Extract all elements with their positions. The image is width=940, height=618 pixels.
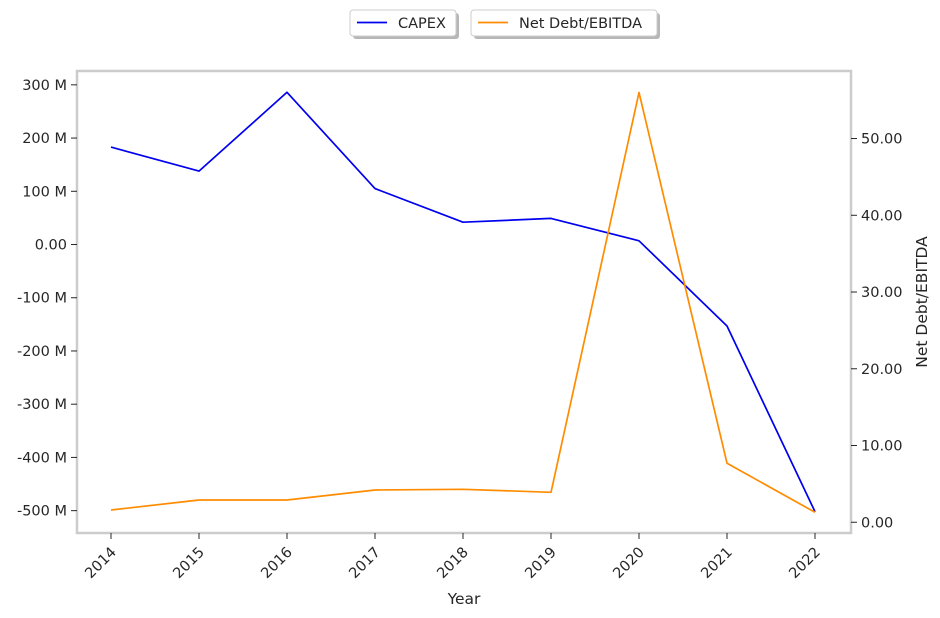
legend-entry-net-debt-ebitda: Net Debt/EBITDA: [519, 16, 642, 32]
right-axis: 50.00 40.00 30.00 20.00 10.00 0.00: [851, 132, 903, 531]
left-tick-label: 100 M: [22, 184, 67, 200]
right-tick-label: 30.00: [861, 285, 903, 301]
left-tick-label: -300 M: [17, 397, 67, 413]
plot-frame: [75, 69, 853, 535]
x-tick-label: 2022: [786, 545, 823, 582]
legend-entry-capex: CAPEX: [398, 16, 446, 32]
series-line-net-debt-ebitda: [110, 91, 816, 514]
x-tick-label: 2017: [346, 545, 383, 582]
right-tick-label: 0.00: [861, 515, 893, 531]
left-tick-label: 0.00: [35, 238, 67, 254]
x-tick-label: 2014: [82, 545, 119, 582]
x-tick-label: 2015: [170, 545, 207, 582]
legend-box: [349, 9, 457, 37]
left-tick-label: 200 M: [22, 131, 67, 147]
x-axis: 2014 2015 2016 2017 2018 2019 2020 2021 2022: [82, 533, 824, 582]
right-tick-label: 20.00: [861, 362, 903, 378]
left-tick-label: 300 M: [22, 78, 67, 94]
right-axis-title: Net Debt/EBITDA: [913, 236, 931, 368]
x-tick-label: 2019: [522, 545, 559, 582]
left-tick-label: -500 M: [17, 504, 67, 520]
right-tick-label: 10.00: [861, 439, 903, 455]
series-layer: [110, 91, 816, 514]
right-tick-label: 40.00: [861, 208, 903, 224]
x-tick-label: 2020: [610, 545, 647, 582]
x-tick-label: 2021: [698, 545, 735, 582]
left-tick-label: -100 M: [17, 291, 67, 307]
x-tick-label: 2016: [258, 545, 295, 582]
left-tick-label: -200 M: [17, 344, 67, 360]
legend-box: [470, 9, 658, 37]
legend: CAPEX Net Debt/EBITDA: [349, 9, 660, 39]
series-line-capex: [110, 91, 816, 513]
left-axis: 300 M 200 M 100 M 0.00 -100 M -200 M -300 M -40…: [17, 78, 77, 520]
right-tick-label: 50.00: [861, 132, 903, 148]
x-tick-label: 2018: [434, 545, 471, 582]
left-tick-label: -400 M: [17, 450, 67, 466]
x-axis-title: Year: [447, 590, 481, 608]
